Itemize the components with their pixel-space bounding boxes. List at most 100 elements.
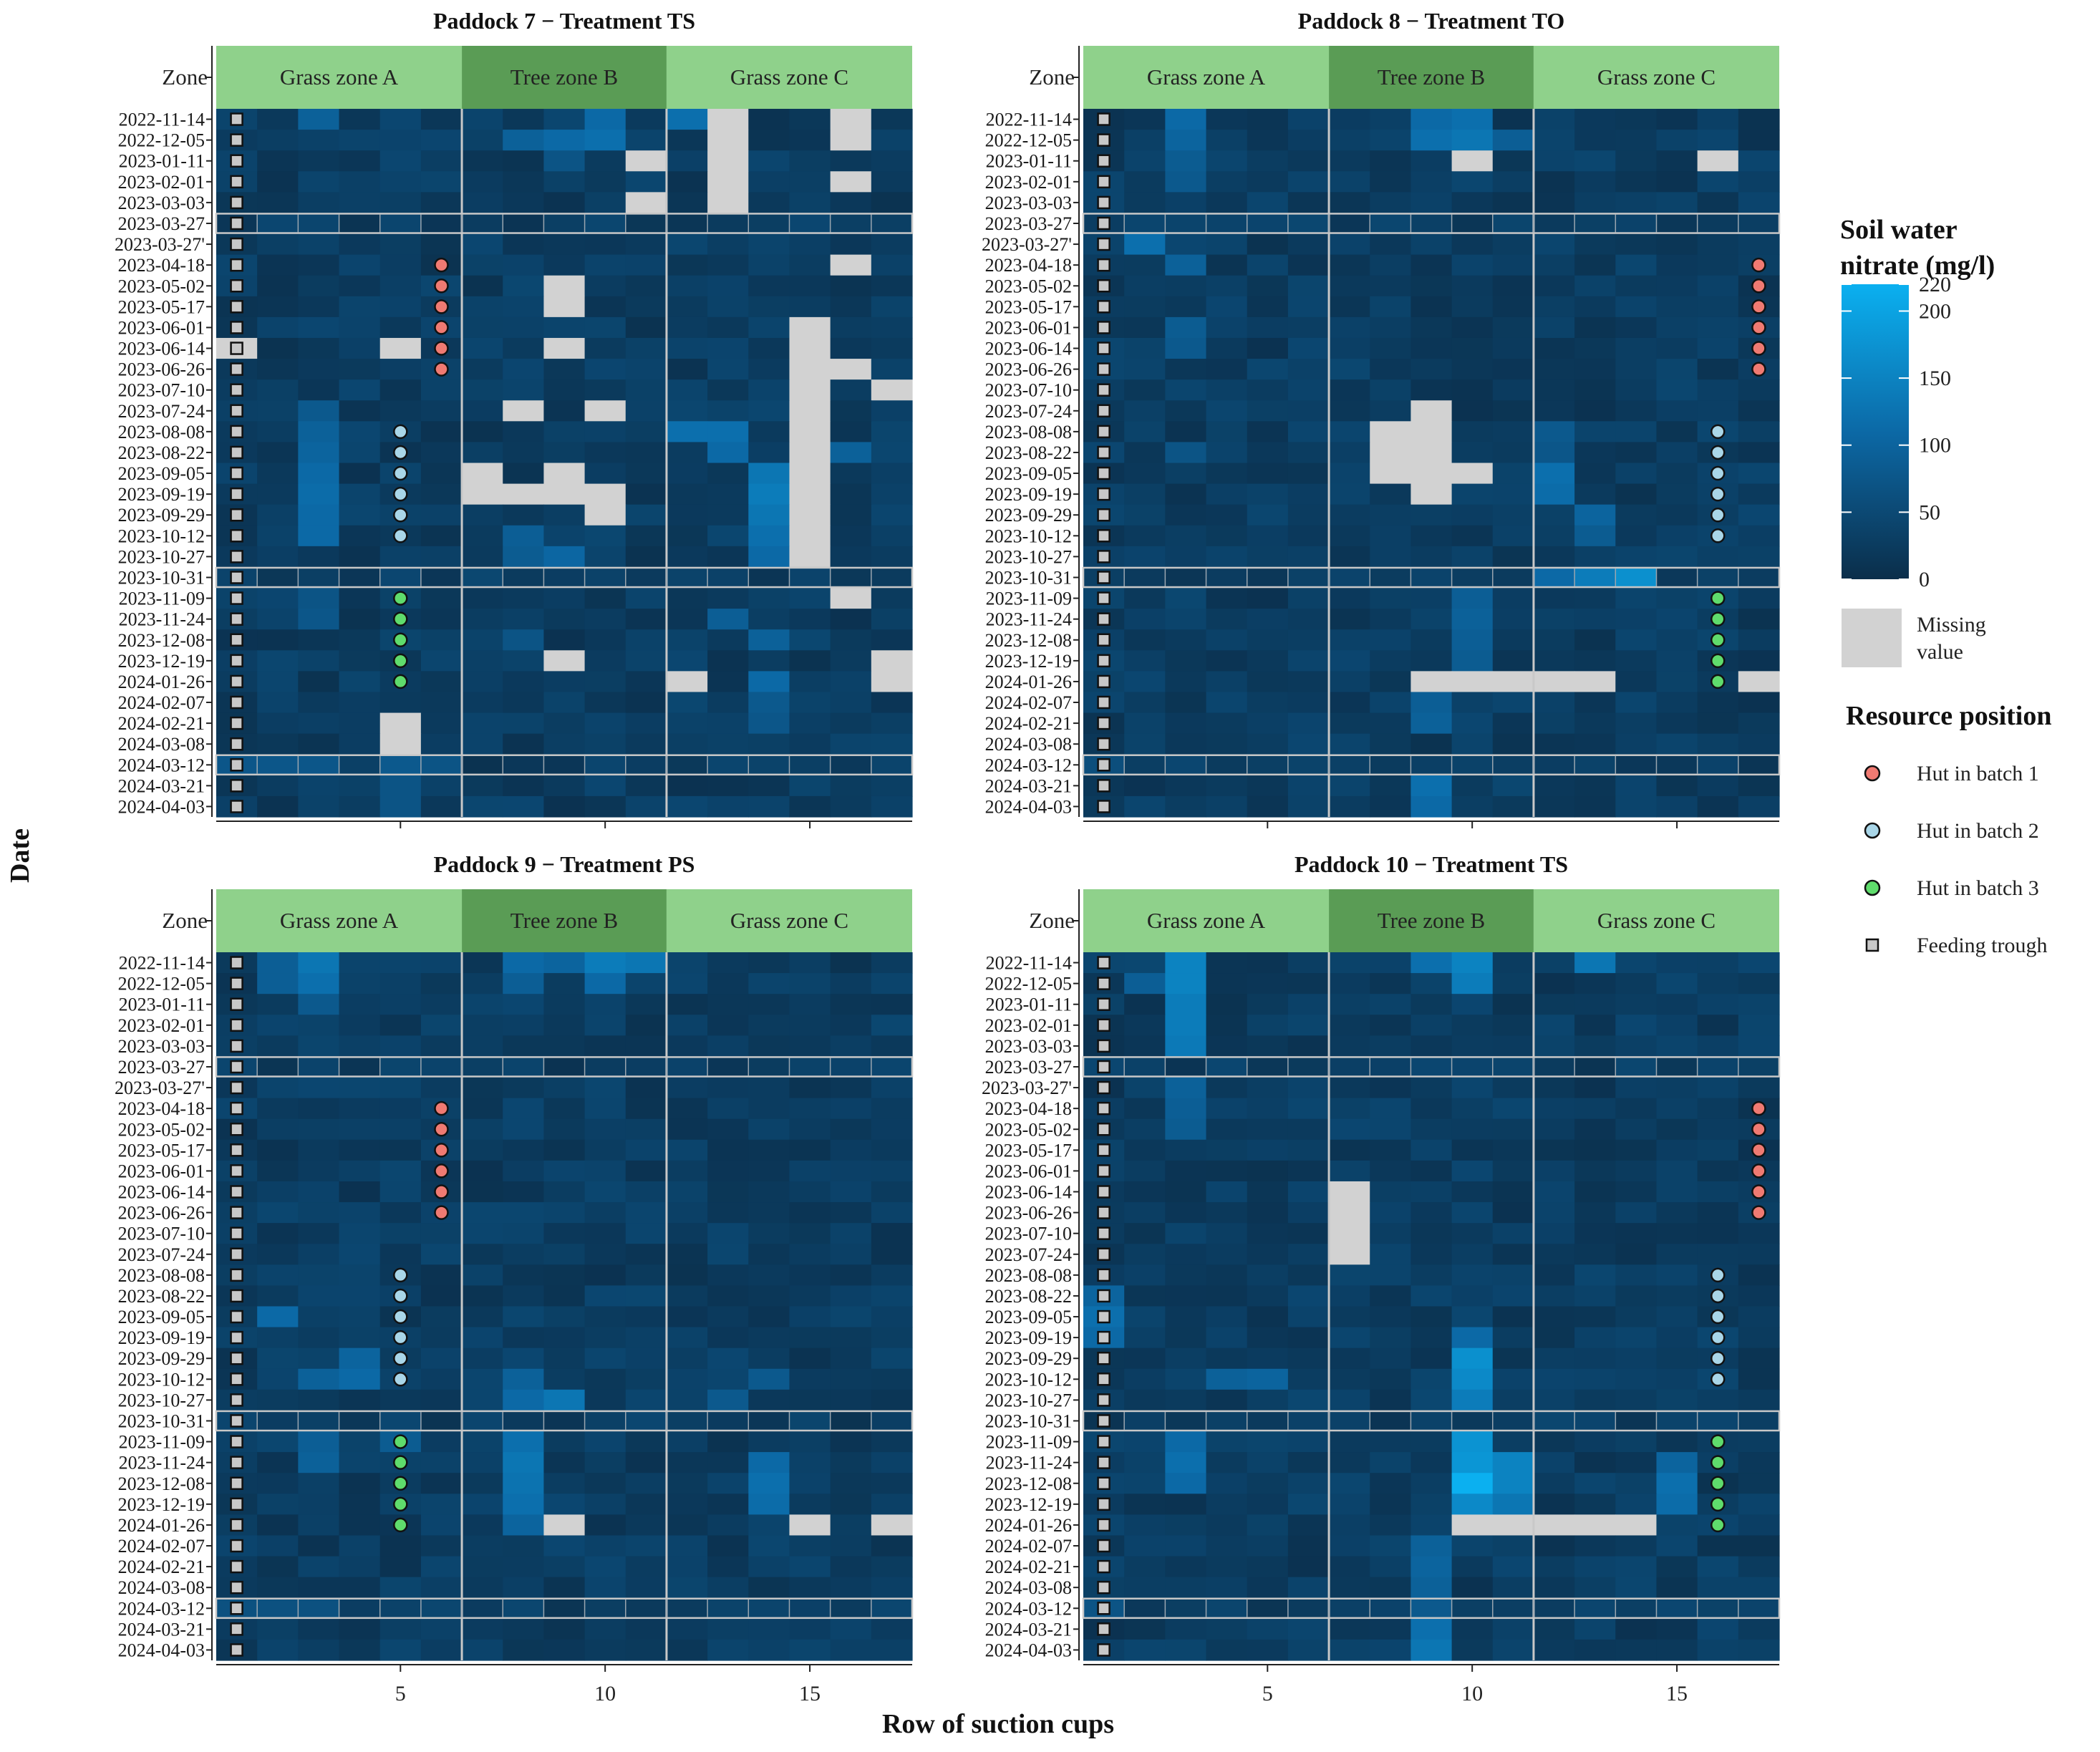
heatmap-cell (1287, 712, 1330, 735)
heatmap-cell (1411, 566, 1453, 589)
heatmap-cell (666, 1431, 708, 1453)
heatmap-cell (257, 1556, 299, 1578)
heatmap-cell (1533, 1410, 1575, 1432)
heatmap-cell (625, 546, 667, 568)
hut-marker (1710, 632, 1726, 647)
heatmap-cell (584, 1368, 626, 1390)
heatmap-cell (1247, 525, 1289, 547)
heatmap-cell (789, 1244, 831, 1265)
date-label: 2023-11-09 (986, 589, 1072, 609)
heatmap-cell (1574, 296, 1616, 318)
heatmap-cell (1370, 150, 1412, 172)
heatmap-cell (1165, 650, 1207, 672)
heatmap-cell (707, 1139, 749, 1161)
heatmap-cell (830, 973, 872, 994)
heatmap-cell (1206, 192, 1248, 214)
heatmap-cell (339, 671, 381, 693)
heatmap-cell (1206, 1368, 1248, 1390)
heatmap-cell (257, 233, 299, 256)
heatmap-cell (1697, 296, 1739, 318)
heatmap-cell (420, 1035, 463, 1058)
heatmap-cell (339, 1223, 381, 1244)
heatmap-cell (462, 1639, 503, 1661)
heatmap-cell (339, 525, 381, 547)
heatmap-cell (830, 275, 872, 297)
heatmap-cell (257, 296, 299, 318)
heatmap-cell (257, 671, 299, 693)
feeding-trough-marker (230, 154, 243, 168)
heatmap-cell (1738, 504, 1780, 526)
heatmap-cell (503, 130, 545, 151)
hut-marker (1710, 465, 1726, 481)
hut-marker (1751, 1163, 1766, 1179)
heatmap-cell (1574, 1577, 1616, 1599)
heatmap-cell (1656, 463, 1698, 485)
heatmap-cell (1165, 1056, 1207, 1078)
heatmap-cell (1124, 171, 1166, 193)
heatmap-cell (1247, 629, 1289, 651)
heatmap-cell (1533, 1597, 1575, 1620)
date-label: 2023-04-18 (118, 255, 205, 276)
heatmap-cell (1165, 316, 1207, 339)
heatmap-cell (257, 973, 299, 994)
heatmap-cell (298, 1577, 340, 1599)
heatmap-cell (1206, 588, 1248, 609)
heatmap-cell (1329, 1410, 1370, 1432)
heatmap-cell (1574, 109, 1616, 130)
x-tick-label: 15 (1666, 1682, 1688, 1705)
heatmap-cell (625, 588, 667, 609)
feeding-trough-marker (230, 997, 243, 1011)
heatmap-cell (1411, 442, 1453, 464)
heatmap-cell (1533, 588, 1575, 609)
heatmap-cell (1738, 1597, 1780, 1620)
heatmap-cell (1247, 1431, 1289, 1453)
heatmap-cell (584, 733, 626, 755)
heatmap-cell (1615, 795, 1658, 818)
heatmap-cell (1738, 1306, 1780, 1328)
heatmap-cell (257, 525, 299, 547)
feeding-trough-marker (1097, 362, 1111, 376)
heatmap-cell (1370, 566, 1412, 589)
heatmap-cell (1451, 463, 1494, 485)
feeding-trough-marker (1097, 633, 1111, 647)
heatmap-cell (1370, 1618, 1412, 1640)
heatmap-cell (1697, 1618, 1739, 1640)
date-label: 2023-02-01 (985, 1015, 1072, 1036)
heatmap-cell (871, 609, 913, 630)
heatmap-cell (1738, 1535, 1780, 1557)
feeding-trough-marker (230, 654, 243, 668)
heatmap-cell (1492, 233, 1534, 256)
heatmap-cell (1574, 1160, 1616, 1182)
heatmap-cell (543, 1223, 586, 1244)
feeding-trough-marker (1097, 1393, 1111, 1407)
colorbar-tick-label: 150 (1919, 367, 1951, 390)
heatmap-cell (1370, 994, 1412, 1015)
heatmap-cell (1574, 671, 1616, 693)
heatmap-cell (462, 359, 503, 380)
heatmap-cell (789, 650, 831, 672)
heatmap-cell (543, 463, 586, 485)
date-label: 2022-11-14 (986, 110, 1072, 130)
heatmap-cell (1124, 296, 1166, 318)
heatmap-cell (1533, 171, 1575, 193)
heatmap-cell (1533, 296, 1575, 318)
heatmap-cell (871, 650, 913, 672)
heatmap-cell (379, 1118, 422, 1141)
heatmap-cell (830, 1535, 872, 1557)
heatmap-cell (503, 400, 545, 422)
heatmap-cell (789, 1264, 831, 1287)
heatmap-cell (1615, 296, 1658, 318)
heatmap-cell (748, 629, 790, 651)
legend-hut1-marker (1864, 765, 1881, 782)
heatmap-cell (789, 712, 831, 735)
heatmap-cell (1492, 588, 1534, 609)
date-label: 2023-08-08 (985, 1265, 1072, 1286)
date-label: 2023-08-08 (118, 422, 205, 442)
heatmap-cell (1615, 1223, 1658, 1244)
heatmap-cell (543, 1015, 586, 1036)
heatmap-cell (1492, 1035, 1534, 1058)
heatmap-cell (1165, 483, 1207, 505)
heatmap-cell (625, 1389, 667, 1411)
hut-marker (434, 362, 449, 377)
